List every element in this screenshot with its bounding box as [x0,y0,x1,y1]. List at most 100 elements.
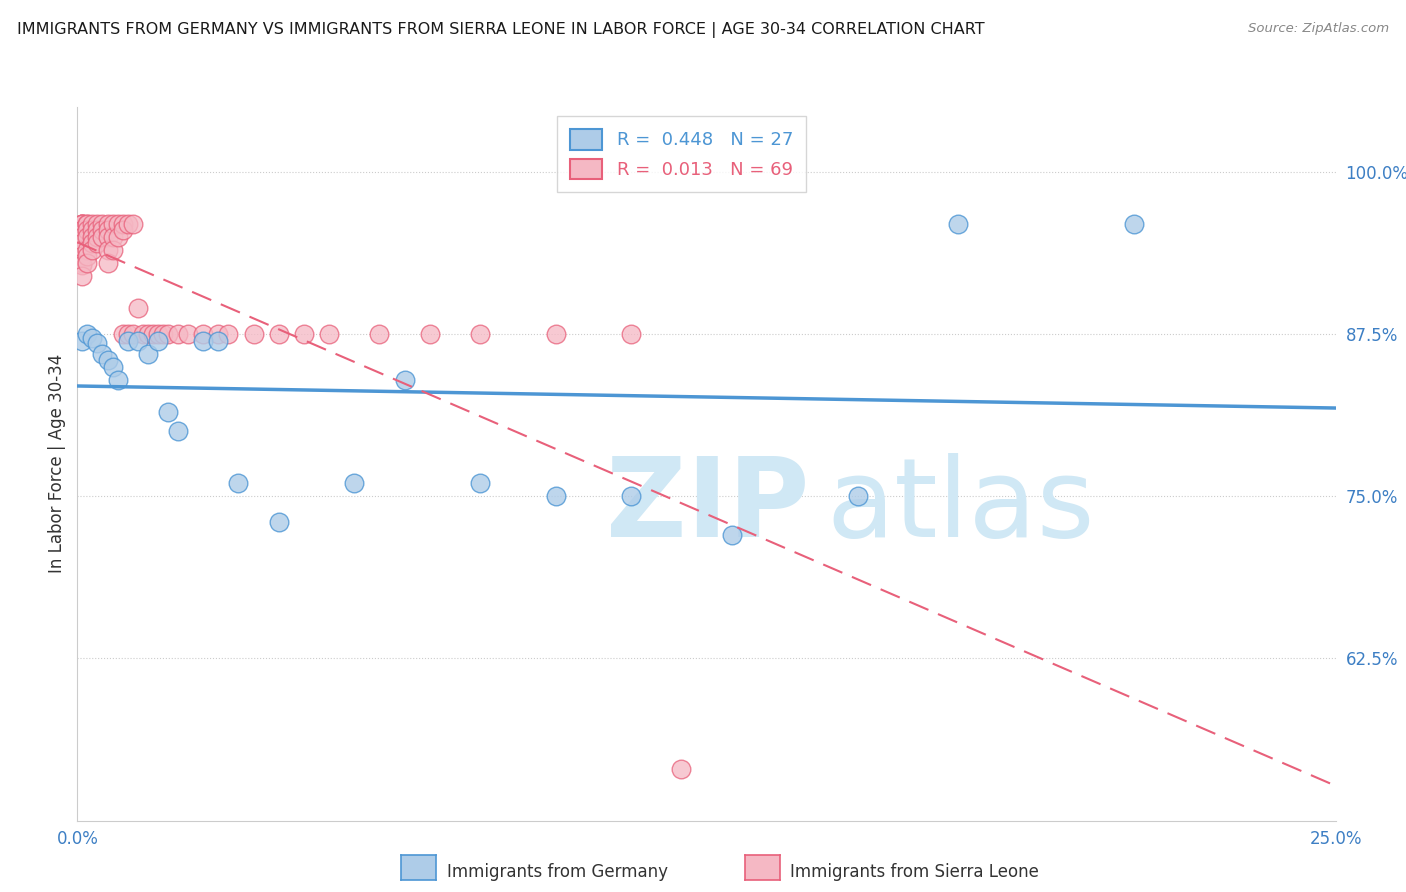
Point [76,243,98,257]
Point [228,476,250,491]
Point [156,405,179,419]
Point [86,217,108,231]
Point [72,217,94,231]
Point [292,327,315,342]
Point [101,229,124,244]
Point [86,229,108,244]
Point [101,359,124,374]
Text: atlas: atlas [827,453,1094,560]
Point [167,327,190,342]
Point [72,217,94,231]
Point [948,217,970,231]
Point [544,489,567,503]
Point [76,217,98,231]
Point [343,476,366,491]
Point [152,327,174,342]
Point [76,256,98,270]
Point [96,243,118,257]
Text: Immigrants from Sierra Leone: Immigrants from Sierra Leone [790,863,1039,881]
Point [72,256,94,270]
Point [82,331,104,345]
Point [846,489,869,503]
Point [544,327,567,342]
Point [107,229,129,244]
Text: Immigrants from Germany: Immigrants from Germany [447,863,668,881]
Point [82,223,104,237]
Point [267,327,290,342]
Point [468,327,491,342]
Point [720,528,742,542]
Point [72,243,94,257]
Point [96,229,118,244]
Point [72,236,94,251]
Point [368,327,391,342]
Point [468,476,491,491]
Point [167,425,190,439]
Point [117,217,139,231]
Text: ZIP: ZIP [606,453,810,560]
Point [318,327,340,342]
Point [72,334,94,348]
Point [132,327,155,342]
Point [96,353,118,368]
Point [101,243,124,257]
Point [72,229,94,244]
Point [72,268,94,283]
Point [82,229,104,244]
Point [91,223,114,237]
Point [96,217,118,231]
Point [72,223,94,237]
Point [72,249,94,263]
Point [142,327,165,342]
Point [72,217,94,231]
Point [217,327,239,342]
Point [117,334,139,348]
Point [419,327,441,342]
Legend: R =  0.448   N = 27, R =  0.013   N = 69: R = 0.448 N = 27, R = 0.013 N = 69 [557,116,806,192]
Point [76,223,98,237]
Point [72,258,94,272]
Point [267,515,290,529]
Point [111,327,134,342]
Y-axis label: In Labor Force | Age 30-34: In Labor Force | Age 30-34 [48,354,66,574]
Point [76,217,98,231]
Point [107,372,129,386]
Point [146,327,169,342]
Point [86,336,108,351]
Point [86,223,108,237]
Point [76,327,98,342]
Point [242,327,264,342]
Point [111,223,134,237]
Point [1123,217,1146,231]
Point [72,217,94,231]
Point [117,327,139,342]
Point [207,334,229,348]
Point [136,327,159,342]
Point [82,236,104,251]
Point [82,217,104,231]
Point [207,327,229,342]
Point [111,217,134,231]
Point [107,217,129,231]
Point [620,327,643,342]
Point [86,236,108,251]
Point [91,346,114,360]
Point [76,229,98,244]
Point [91,217,114,231]
Point [177,327,200,342]
Point [671,762,693,776]
Text: IMMIGRANTS FROM GERMANY VS IMMIGRANTS FROM SIERRA LEONE IN LABOR FORCE | AGE 30-: IMMIGRANTS FROM GERMANY VS IMMIGRANTS FR… [17,22,984,38]
Point [76,249,98,263]
Point [96,223,118,237]
Point [620,489,643,503]
Point [101,217,124,231]
Point [127,334,149,348]
Point [191,327,215,342]
Point [82,243,104,257]
Point [127,301,149,315]
Point [136,346,159,360]
Point [156,327,179,342]
Point [121,217,143,231]
Point [91,229,114,244]
Point [191,334,215,348]
